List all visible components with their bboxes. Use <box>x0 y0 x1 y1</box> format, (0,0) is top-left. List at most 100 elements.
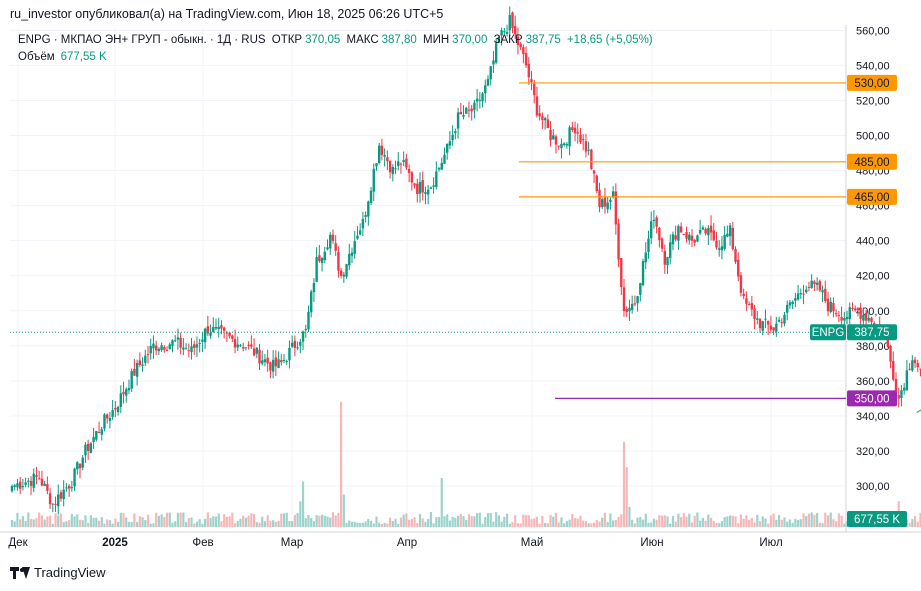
candle-body <box>856 308 860 311</box>
candle <box>337 246 340 278</box>
candle <box>315 247 318 283</box>
candle-body <box>704 228 707 234</box>
volume-bar <box>318 515 321 527</box>
candle-body <box>429 187 433 189</box>
candle <box>299 338 302 354</box>
volume-bar <box>620 514 623 527</box>
volume-bar <box>277 521 280 527</box>
candle <box>535 86 539 118</box>
candle <box>331 229 335 244</box>
volume-bar <box>331 512 335 527</box>
candle-body <box>486 78 490 86</box>
candle <box>277 351 280 369</box>
volume-bar <box>51 523 54 527</box>
candle <box>494 38 498 65</box>
volume-bar <box>663 515 666 527</box>
candle <box>603 187 607 214</box>
candle <box>367 200 370 226</box>
candle <box>16 479 19 491</box>
candle-body <box>446 143 449 153</box>
candle <box>783 311 786 327</box>
candle <box>446 143 449 160</box>
candle-body <box>125 389 128 396</box>
volume-bar <box>43 519 46 527</box>
candle-body <box>557 145 560 147</box>
candle-body <box>902 387 906 391</box>
candle-body <box>587 149 590 151</box>
candle-body <box>312 282 316 293</box>
candle-body <box>764 318 767 320</box>
volume-bar <box>359 523 362 527</box>
footer-brand[interactable]: TradingView <box>10 565 106 580</box>
candle-body <box>848 307 851 320</box>
candle-body <box>494 43 498 63</box>
volume-bar <box>48 515 52 527</box>
candle-body <box>728 225 732 237</box>
candle <box>726 225 729 238</box>
brand-name: TradingView <box>34 565 106 580</box>
candle <box>799 288 802 299</box>
volume-bar <box>489 512 492 527</box>
volume-bar <box>152 523 155 527</box>
y-tick-label: 380,00 <box>856 341 890 353</box>
candle <box>848 302 851 325</box>
candle <box>348 243 351 271</box>
volume-bar <box>405 513 408 527</box>
volume-bar <box>557 522 560 527</box>
y-tick-label: 440,00 <box>856 236 890 248</box>
candle <box>369 187 373 206</box>
last-price-tag-label: 387,75 <box>854 327 889 339</box>
candle-body <box>233 339 237 348</box>
candle-body <box>146 353 150 355</box>
volume-bar <box>644 513 647 527</box>
volume-bar <box>658 515 661 527</box>
candle <box>114 400 117 417</box>
volume-bar <box>628 506 631 527</box>
candle <box>837 310 841 323</box>
candle-body <box>715 240 718 248</box>
candle-body <box>908 368 911 370</box>
candle-body <box>62 489 65 500</box>
candle <box>650 211 653 244</box>
volume-bar <box>261 516 264 527</box>
candle-body <box>369 190 373 203</box>
volume-bar <box>144 520 147 527</box>
candle <box>443 147 446 164</box>
candle-body <box>454 131 457 134</box>
volume-bar <box>606 522 609 527</box>
candle-body <box>212 327 215 332</box>
volume-bar <box>492 521 495 527</box>
candle <box>388 160 392 179</box>
candle <box>242 342 245 352</box>
candle <box>353 230 356 259</box>
candle-body <box>448 141 452 146</box>
candle-body <box>897 395 900 399</box>
volume-bar <box>108 520 112 527</box>
candle <box>701 225 705 231</box>
volume-bar <box>709 517 713 527</box>
candle-body <box>274 357 278 367</box>
volume-bar <box>342 494 345 527</box>
candle <box>905 359 909 391</box>
candle-body <box>106 414 109 419</box>
candle <box>609 197 612 210</box>
volume-bar <box>745 515 748 527</box>
candle-body <box>886 335 890 348</box>
volume-bar <box>655 519 658 527</box>
candle <box>688 231 691 245</box>
symbol-name[interactable]: ENPG · МКПАО ЭН+ ГРУП - обыкн. · 1Д · RU… <box>18 34 266 46</box>
volume-bar <box>565 521 568 527</box>
candle <box>198 338 201 353</box>
candle-body <box>342 274 346 277</box>
candle-body <box>663 251 666 265</box>
candle-body <box>622 287 626 311</box>
candle-body <box>818 281 822 291</box>
candle-body <box>859 307 862 319</box>
candle <box>541 112 544 129</box>
candle <box>59 489 63 502</box>
candle <box>304 324 307 338</box>
volume-bar <box>582 520 585 527</box>
candle-body <box>658 227 661 241</box>
candle <box>261 350 264 366</box>
